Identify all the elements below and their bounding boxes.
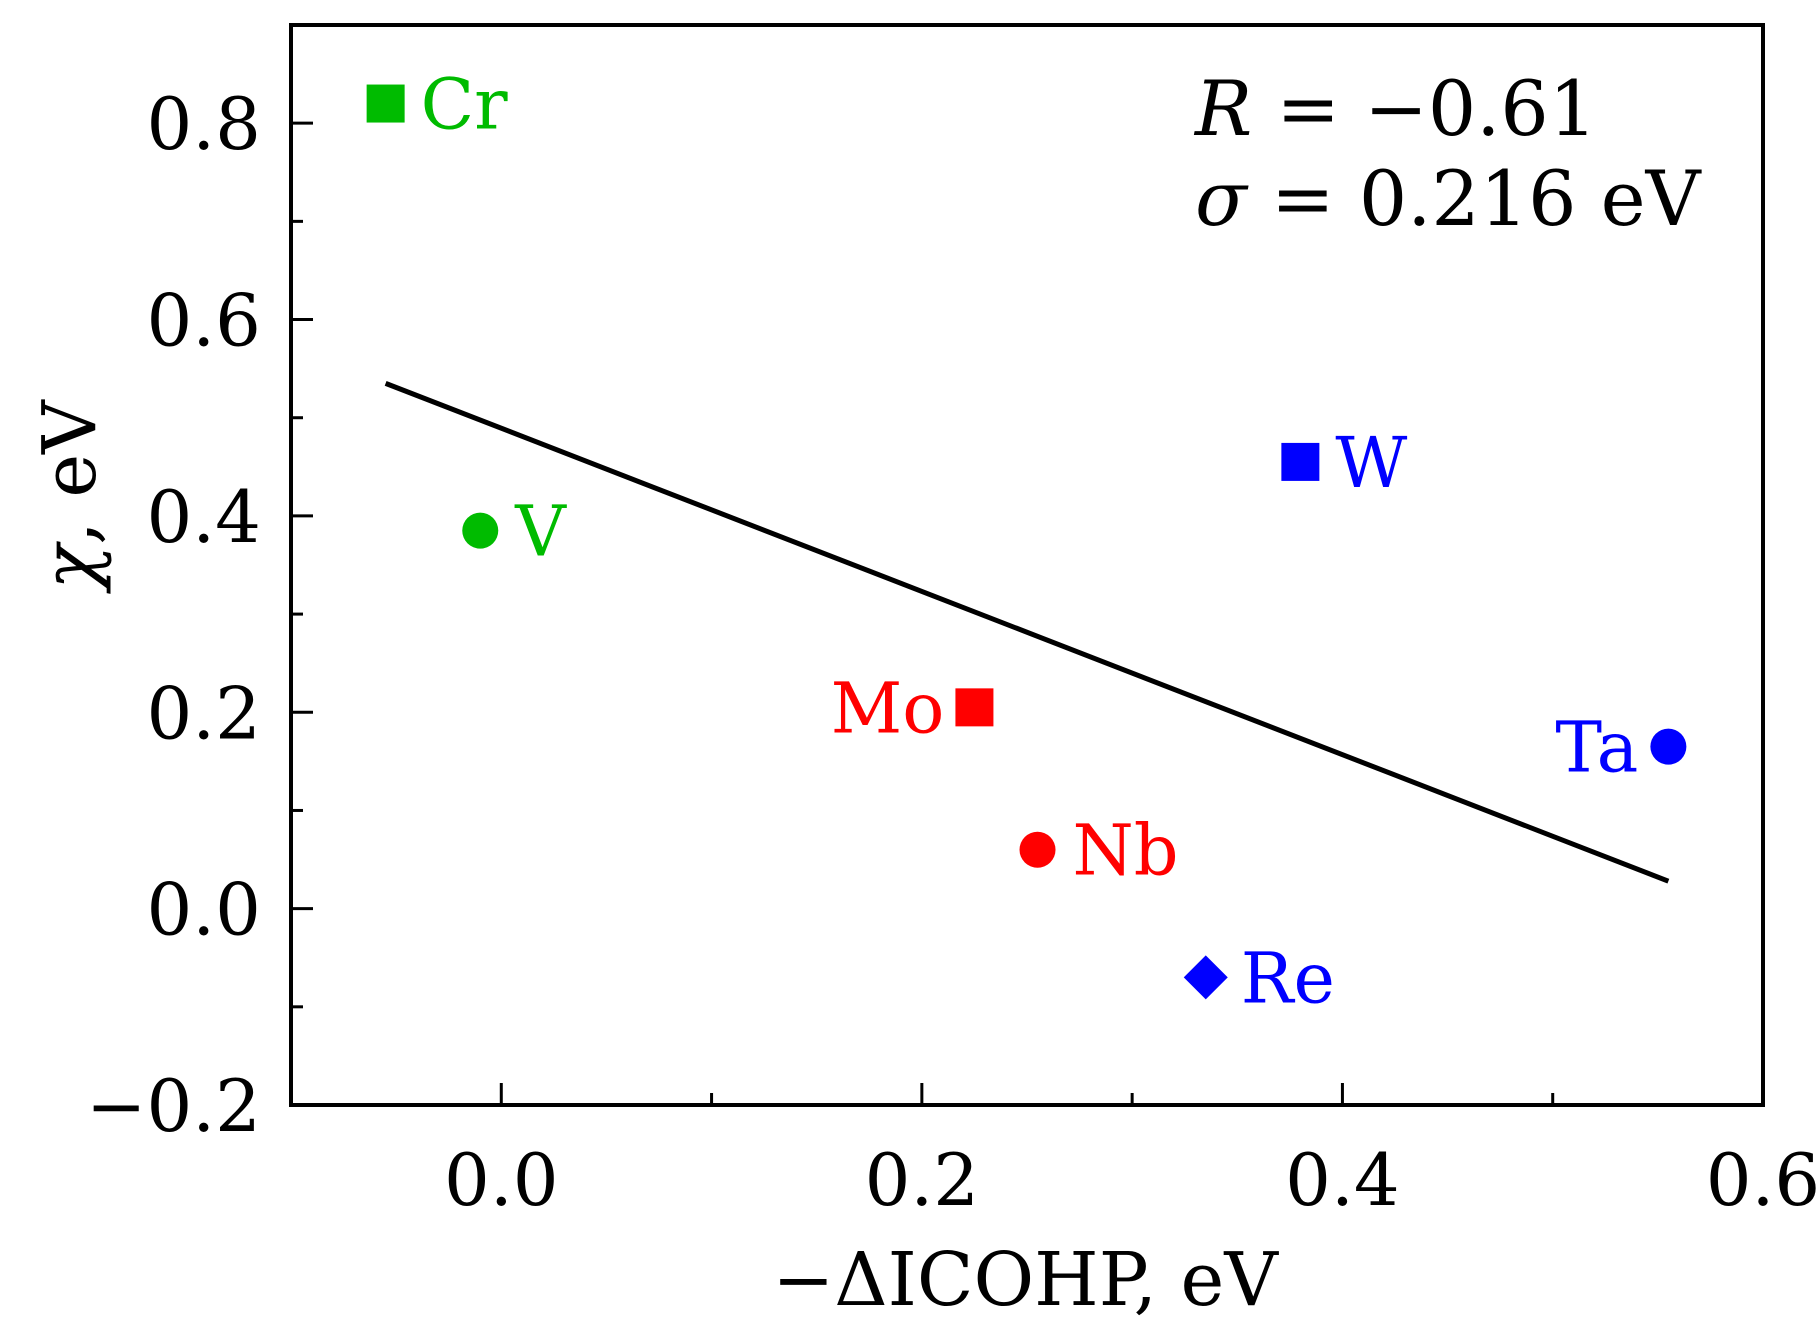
sigma-annotation-value: = 0.216 eV: [1247, 154, 1702, 243]
diamond-marker: [1183, 955, 1228, 1000]
point-label-cr: Cr: [421, 64, 509, 146]
x-axis-title: −ΔICOHP, eV: [772, 1237, 1279, 1323]
point-label-ta: Ta: [1555, 707, 1638, 789]
data-point-v: V: [462, 491, 567, 573]
x-tick-label: 0.0: [444, 1138, 559, 1222]
regression-line: [384, 381, 1670, 884]
r-annotation-symbol: R: [1193, 64, 1252, 153]
y-axis-title-unit: , eV: [27, 399, 113, 545]
x-tick-label: 0.2: [865, 1138, 980, 1222]
ticks-layer: 0.0 0.2 0.4 0.6 −0.2 0.0 0.2 0.4 0.6 0.8: [86, 82, 1820, 1222]
square-marker: [366, 84, 405, 123]
circle-marker: [462, 512, 499, 549]
point-label-v: V: [514, 491, 567, 573]
y-tick-label: −0.2: [86, 1064, 261, 1148]
data-point-mo: Mo: [831, 667, 994, 749]
point-label-nb: Nb: [1073, 810, 1179, 892]
point-label-mo: Mo: [831, 667, 945, 749]
y-axis-title: χ, eV: [27, 399, 113, 595]
x-tick-label: 0.4: [1285, 1138, 1400, 1222]
sigma-annotation-symbol: σ: [1195, 154, 1249, 243]
y-axis-title-symbol: χ: [27, 541, 113, 595]
r-annotation-value: = −0.61: [1252, 64, 1597, 153]
data-point-nb: Nb: [1019, 810, 1179, 892]
data-point-w: W: [1281, 422, 1407, 504]
y-tick-label: 0.4: [146, 475, 261, 559]
plot-area-frame: [289, 23, 1765, 1107]
r-annotation: R = −0.61: [1193, 64, 1597, 153]
fit-line-layer: [384, 381, 1670, 884]
circle-marker: [1650, 728, 1687, 765]
data-point-re: Re: [1183, 937, 1335, 1019]
y-tick-label: 0.8: [146, 82, 261, 166]
square-marker: [1281, 442, 1320, 481]
circle-marker: [1019, 831, 1056, 868]
x-tick-label: 0.6: [1706, 1138, 1820, 1222]
data-point-cr: Cr: [366, 64, 509, 146]
sigma-annotation: σ = 0.216 eV: [1195, 154, 1702, 243]
points-layer: Cr V Mo Nb W Re Ta: [366, 64, 1687, 1019]
y-tick-label: 0.2: [146, 671, 261, 755]
data-point-ta: Ta: [1555, 707, 1687, 789]
y-tick-label: 0.6: [146, 279, 261, 363]
point-label-w: W: [1335, 422, 1407, 504]
square-marker: [955, 688, 994, 727]
y-tick-label: 0.0: [146, 868, 261, 952]
point-label-re: Re: [1241, 937, 1335, 1019]
